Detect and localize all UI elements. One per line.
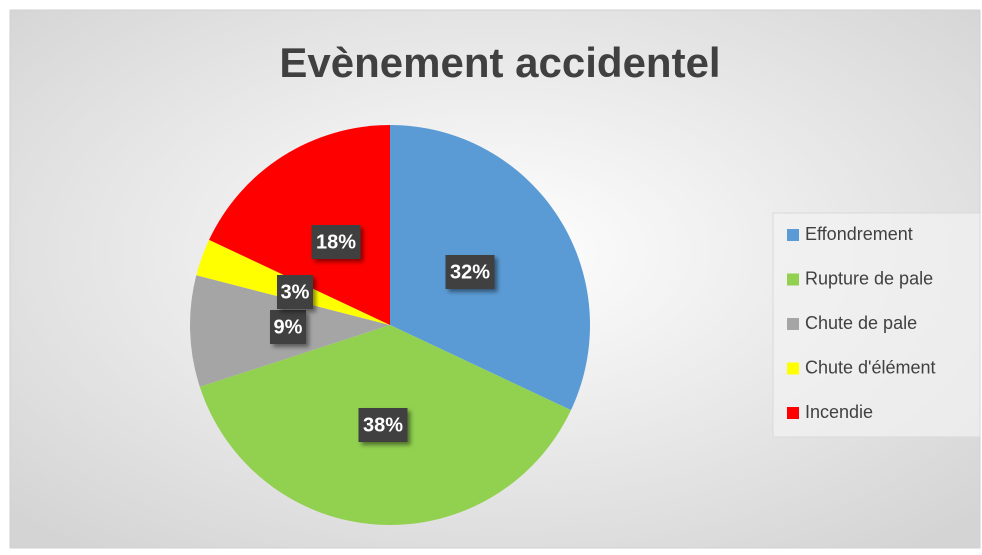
legend-label: Chute d'élément: [805, 357, 936, 377]
legend-label: Incendie: [805, 402, 873, 422]
data-label: 38%: [363, 414, 403, 436]
legend-label: Rupture de pale: [805, 268, 933, 288]
legend-swatch: [787, 362, 799, 375]
data-label-box: [311, 225, 361, 259]
legend-swatch: [787, 273, 799, 286]
legend-swatch: [787, 318, 799, 330]
data-label: 32%: [450, 261, 490, 283]
data-label-box: [277, 275, 313, 309]
chart-title: Evènement accidentel: [279, 39, 720, 86]
data-label: 18%: [316, 231, 356, 253]
legend-label: Chute de pale: [805, 313, 917, 333]
pie-slice: [209, 125, 390, 325]
data-label-box: [270, 310, 306, 344]
data-label: 3%: [281, 281, 310, 303]
legend-swatch: [787, 229, 799, 241]
data-label-box: [358, 408, 408, 442]
legend-box: [772, 212, 981, 438]
data-label: 9%: [274, 316, 303, 338]
legend-swatch: [787, 407, 799, 419]
legend-label: Effondrement: [805, 224, 913, 244]
data-label-box: [445, 255, 495, 289]
